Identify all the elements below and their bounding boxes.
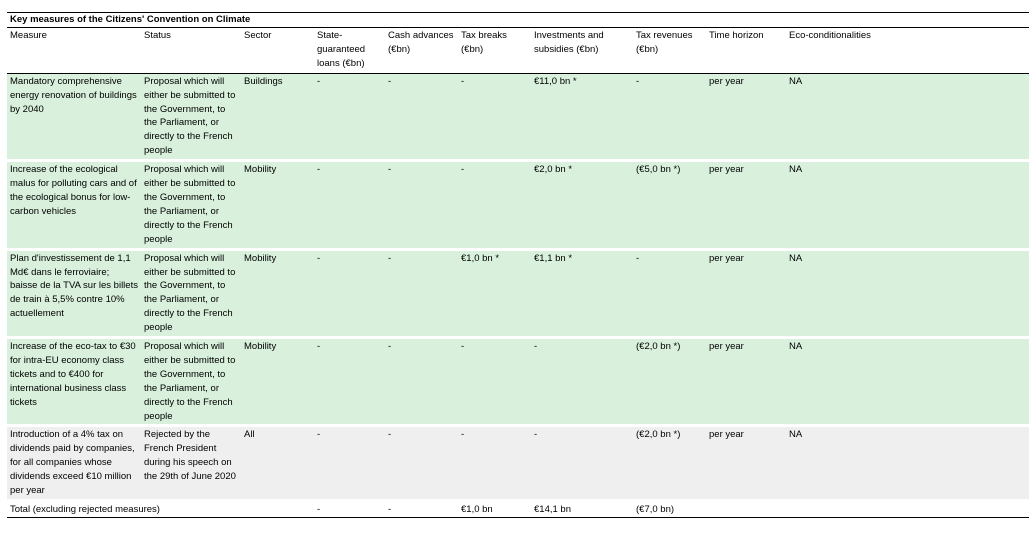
total-tax-revenues: (€7,0 bn)	[633, 500, 706, 518]
cell-tax-revenues: (€2,0 bn *)	[633, 425, 706, 502]
table-row: Increase of the eco-tax to €30 for intra…	[7, 337, 1029, 428]
header-loans: State-guaranteed loans (€bn)	[317, 30, 366, 69]
cell-status: Proposal which will either be submitted …	[141, 73, 241, 163]
header-time-horizon: Time horizon	[709, 30, 764, 41]
cell-tax-breaks: -	[458, 160, 531, 251]
header-investments: Investments and subsidies (€bn)	[534, 30, 604, 55]
cell-tax-revenues: (€2,0 bn *)	[633, 337, 706, 428]
cell-eco: NA	[786, 425, 1029, 502]
cell-cash: -	[385, 160, 458, 251]
table-title: Key measures of the Citizens' Convention…	[7, 12, 1029, 28]
cell-time-horizon: per year	[706, 160, 786, 251]
cell-eco: NA	[786, 160, 1029, 251]
header-cash: Cash advances (€bn)	[388, 30, 454, 55]
header-tax-revenues: Tax revenues (€bn)	[636, 30, 693, 55]
cell-cash: -	[385, 249, 458, 340]
cell-investments: €1,1 bn *	[531, 249, 633, 340]
cell-tax-breaks: -	[458, 73, 531, 163]
cell-sector: All	[241, 425, 314, 502]
total-label: Total (excluding rejected measures)	[7, 500, 314, 518]
cell-investments: -	[531, 425, 633, 502]
cell-measure: Increase of the ecological malus for pol…	[7, 160, 141, 251]
table-row: Plan d'investissement de 1,1 Md€ dans le…	[7, 249, 1029, 340]
cell-eco: NA	[786, 337, 1029, 428]
table-row: Introduction of a 4% tax on dividends pa…	[7, 425, 1029, 502]
cell-measure: Increase of the eco-tax to €30 for intra…	[7, 337, 141, 428]
header-row: Measure Status Sector State-guaranteed l…	[7, 28, 1029, 74]
cell-sector: Mobility	[241, 337, 314, 428]
cell-loans: -	[314, 249, 385, 340]
cell-tax-revenues: -	[633, 73, 706, 163]
total-time-horizon	[706, 500, 786, 518]
cell-measure: Plan d'investissement de 1,1 Md€ dans le…	[7, 249, 141, 340]
cell-loans: -	[314, 160, 385, 251]
cell-measure: Mandatory comprehensive energy renovatio…	[7, 73, 141, 163]
cell-loans: -	[314, 73, 385, 163]
total-investments: €14,1 bn	[531, 500, 633, 518]
header-status: Status	[144, 30, 171, 41]
cell-status: Proposal which will either be submitted …	[141, 337, 241, 428]
total-row: Total (excluding rejected measures) - - …	[7, 500, 1029, 518]
cell-time-horizon: per year	[706, 337, 786, 428]
cell-tax-breaks: -	[458, 425, 531, 502]
cell-cash: -	[385, 337, 458, 428]
total-cash: -	[385, 500, 458, 518]
cell-sector: Mobility	[241, 249, 314, 340]
cell-tax-revenues: -	[633, 249, 706, 340]
cell-cash: -	[385, 73, 458, 163]
header-eco: Eco-conditionalities	[789, 30, 871, 41]
cell-eco: NA	[786, 249, 1029, 340]
cell-loans: -	[314, 337, 385, 428]
cell-time-horizon: per year	[706, 73, 786, 163]
table-row: Mandatory comprehensive energy renovatio…	[7, 73, 1029, 163]
cell-cash: -	[385, 425, 458, 502]
cell-time-horizon: per year	[706, 249, 786, 340]
header-tax-breaks: Tax breaks (€bn)	[461, 30, 507, 55]
cell-investments: €2,0 bn *	[531, 160, 633, 251]
total-loans: -	[314, 500, 385, 518]
measures-sheet: Key measures of the Citizens' Convention…	[7, 12, 1029, 518]
cell-investments: -	[531, 337, 633, 428]
cell-status: Rejected by the French President during …	[141, 425, 241, 502]
cell-status: Proposal which will either be submitted …	[141, 249, 241, 340]
total-eco	[786, 500, 1029, 518]
measures-table: Measure Status Sector State-guaranteed l…	[7, 28, 1029, 518]
cell-tax-breaks: €1,0 bn *	[458, 249, 531, 340]
total-tax-breaks: €1,0 bn	[458, 500, 531, 518]
cell-investments: €11,0 bn *	[531, 73, 633, 163]
cell-status: Proposal which will either be submitted …	[141, 160, 241, 251]
table-row: Increase of the ecological malus for pol…	[7, 160, 1029, 251]
cell-time-horizon: per year	[706, 425, 786, 502]
cell-measure: Introduction of a 4% tax on dividends pa…	[7, 425, 141, 502]
header-measure: Measure	[10, 30, 47, 41]
cell-sector: Mobility	[241, 160, 314, 251]
header-sector: Sector	[244, 30, 272, 41]
cell-eco: NA	[786, 73, 1029, 163]
cell-tax-breaks: -	[458, 337, 531, 428]
cell-sector: Buildings	[241, 73, 314, 163]
cell-tax-revenues: (€5,0 bn *)	[633, 160, 706, 251]
cell-loans: -	[314, 425, 385, 502]
